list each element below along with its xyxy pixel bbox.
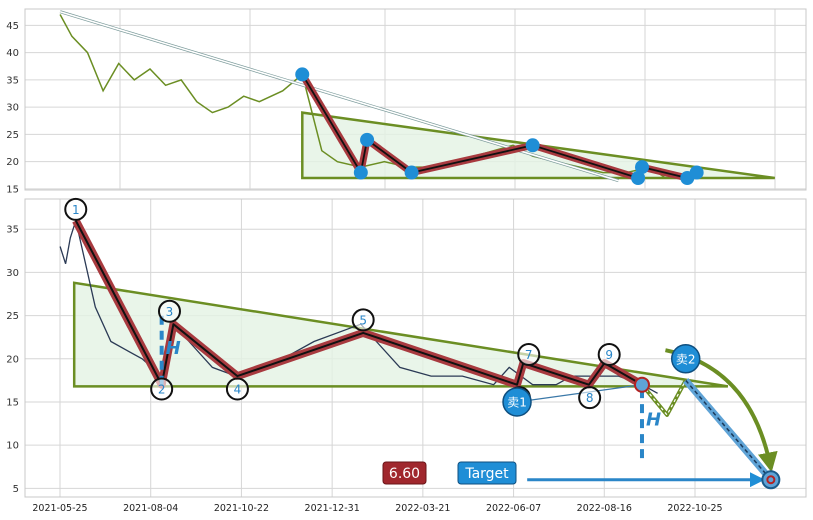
top-pivot-marker: [631, 171, 646, 186]
top-y-tick-label: 35: [6, 75, 19, 86]
sell-signal-label: 卖2: [676, 352, 696, 366]
top-pivot-marker: [353, 165, 368, 180]
target-value-label: 6.60: [389, 466, 420, 482]
top-pivot-marker: [404, 165, 419, 180]
top-y-tick-label: 45: [6, 21, 19, 32]
bottom-zigzag-inner: [74, 220, 643, 386]
bottom-triangle-pattern: [72, 281, 729, 388]
bottom-y-tick-label: 35: [6, 225, 19, 236]
projection-drop-inner: [685, 379, 772, 481]
bottom-price-line: [59, 218, 658, 394]
sell-signal-marker: [502, 387, 532, 417]
pivot-label: 5: [359, 313, 367, 327]
x-tick-label: 2021-08-04: [123, 503, 178, 514]
top-pivot-marker: [634, 160, 649, 175]
target-label: Target: [464, 466, 509, 482]
top-y-tick-label: 30: [6, 103, 19, 114]
x-tick-label: 2022-03-21: [395, 503, 450, 514]
pivot-label-ring: [157, 299, 181, 323]
top-panel: 15 20 25 30 35 40 45: [6, 8, 807, 195]
target-marker-outer: [761, 470, 781, 490]
bottom-y-tick-label: 25: [6, 311, 19, 322]
x-tick-label: 2022-08-16: [577, 503, 632, 514]
bottom-y-tick-label: 20: [6, 354, 19, 365]
bottom-y-tick-label: 10: [6, 441, 19, 452]
pivot-label: 3: [166, 305, 174, 319]
bottom-y-tick-label: 15: [6, 397, 19, 408]
pivot-label-ring: [64, 197, 88, 221]
bottom-plot-frame: [24, 198, 807, 498]
sell-signal-marker: [670, 344, 701, 374]
pivot-label: 2: [158, 383, 166, 397]
top-plot-frame: [24, 8, 807, 191]
pivot-label-ring: [578, 386, 602, 410]
projection-zigzag-inner: [641, 380, 687, 416]
pivot-label-ring: [517, 342, 541, 366]
top-pivot-marker: [525, 138, 540, 153]
bottom-y-tick-label: 30: [6, 268, 19, 279]
top-trend-arrow: [59, 10, 619, 182]
top-pivot-marker: [295, 67, 310, 82]
pivot-label-ring: [150, 377, 174, 401]
x-tick-label: 2022-06-07: [486, 503, 541, 514]
breakout-marker: [633, 376, 650, 393]
target-value-box: [382, 461, 427, 485]
top-y-tick-label: 20: [6, 157, 19, 168]
height-marker-label: H: [166, 338, 181, 359]
top-pivot-marker: [360, 132, 375, 147]
x-tick-label: 2022-10-25: [667, 503, 722, 514]
pivot-label-ring: [351, 308, 375, 332]
top-y-tick-label: 25: [6, 130, 19, 141]
pivot-label-ring: [225, 377, 249, 401]
bottom-y-tick-label: 5: [13, 484, 19, 495]
target-marker-inner: [766, 475, 776, 485]
pivot-label: 9: [605, 348, 613, 362]
pivot-label-ring: [597, 342, 621, 366]
target-label-box: [457, 461, 517, 485]
x-tick-label: 2021-05-25: [32, 503, 87, 514]
pivot-label: 7: [525, 348, 533, 362]
pivot-label: 1: [72, 203, 80, 217]
pivot-label: 4: [234, 383, 242, 397]
top-y-tick-label: 40: [6, 48, 19, 59]
x-tick-label: 2021-10-22: [214, 503, 269, 514]
pivot-label: 8: [586, 391, 594, 405]
x-tick-label: 2021-12-31: [305, 503, 360, 514]
top-pivot-marker: [689, 165, 704, 180]
height-marker-label: H: [646, 409, 661, 430]
top-y-tick-label: 15: [6, 184, 19, 195]
sell-signal-label: 卖1: [507, 395, 527, 409]
